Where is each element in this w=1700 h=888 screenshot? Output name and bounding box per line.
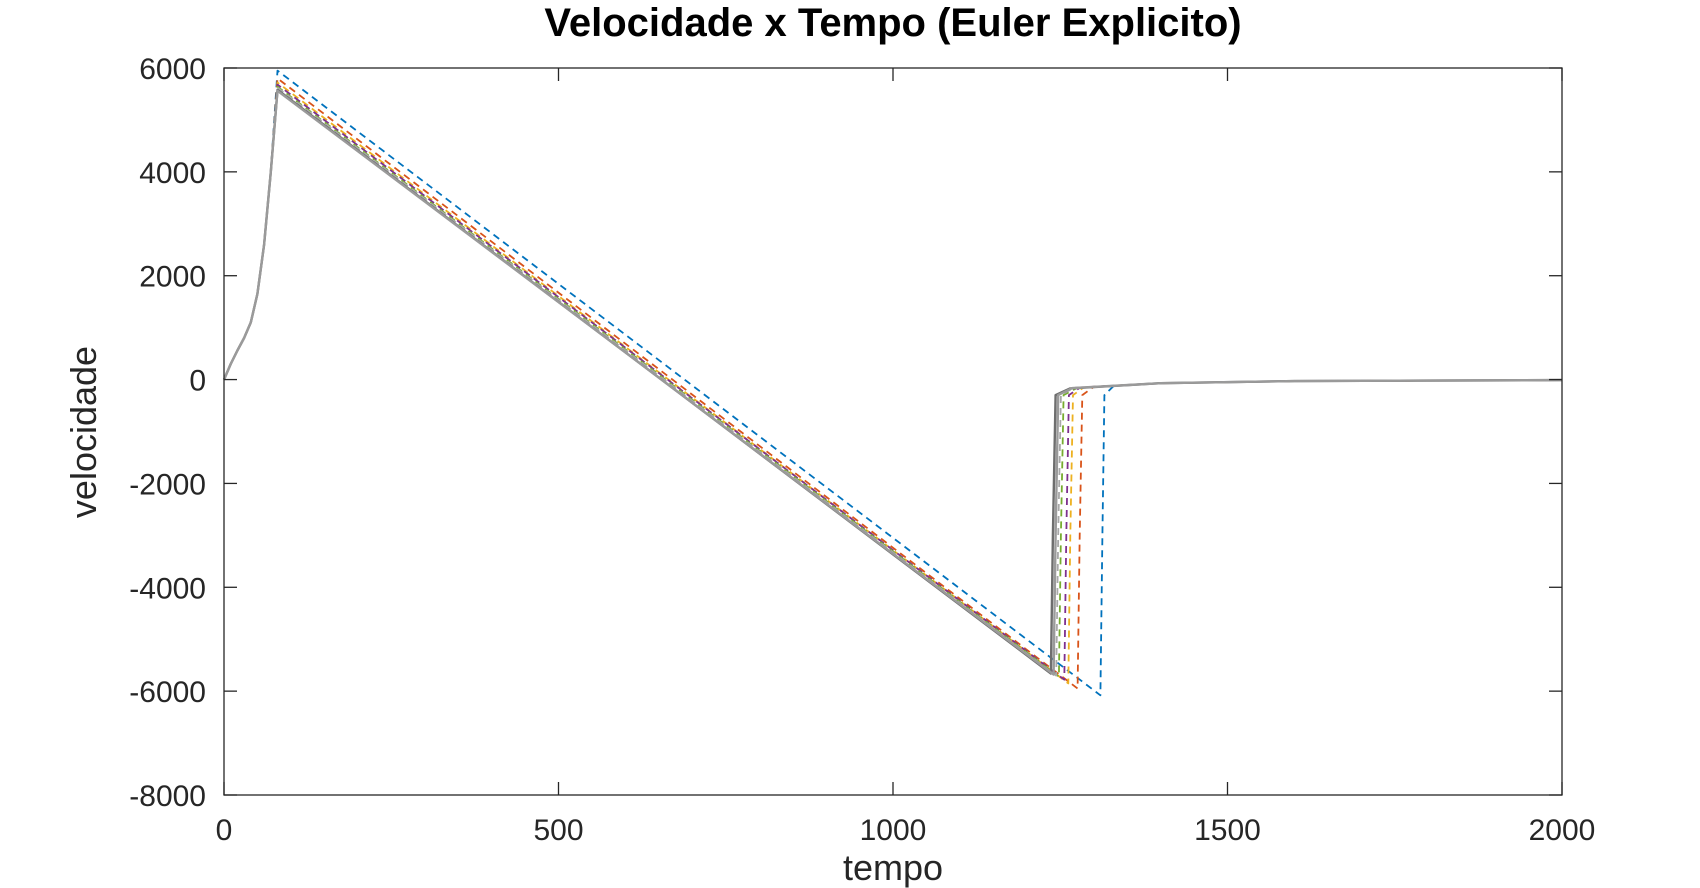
y-tick-label: -6000 bbox=[129, 676, 206, 709]
y-tick-label: -2000 bbox=[129, 468, 206, 501]
y-tick-label: 2000 bbox=[139, 261, 206, 294]
y-tick-label: 4000 bbox=[139, 157, 206, 190]
x-tick-label: 1000 bbox=[860, 814, 927, 847]
y-tick-label: 0 bbox=[189, 365, 206, 398]
series-layer bbox=[222, 69, 1563, 697]
y-tick-label: -4000 bbox=[129, 572, 206, 605]
tick-labels: 0 500 1000 1500 2000 -8000 -6000 -4000 -2000 0 200… bbox=[129, 53, 1595, 847]
axes bbox=[223, 67, 1563, 796]
chart-title: Velocidade x Tempo (Euler Explicito) bbox=[544, 1, 1241, 45]
y-tick-label: 6000 bbox=[139, 53, 206, 86]
x-tick-label: 2000 bbox=[1529, 814, 1596, 847]
y-tick-label: -8000 bbox=[129, 780, 206, 813]
x-tick-label: 500 bbox=[533, 814, 583, 847]
plot-background bbox=[224, 68, 1562, 795]
x-tick-label: 0 bbox=[216, 814, 233, 847]
plot-area bbox=[224, 68, 1562, 795]
x-axis-label: tempo bbox=[843, 847, 943, 888]
x-tick-label: 1500 bbox=[1194, 814, 1261, 847]
series-line-8 bbox=[222, 89, 1563, 676]
y-axis-label: velocidade bbox=[63, 346, 104, 518]
